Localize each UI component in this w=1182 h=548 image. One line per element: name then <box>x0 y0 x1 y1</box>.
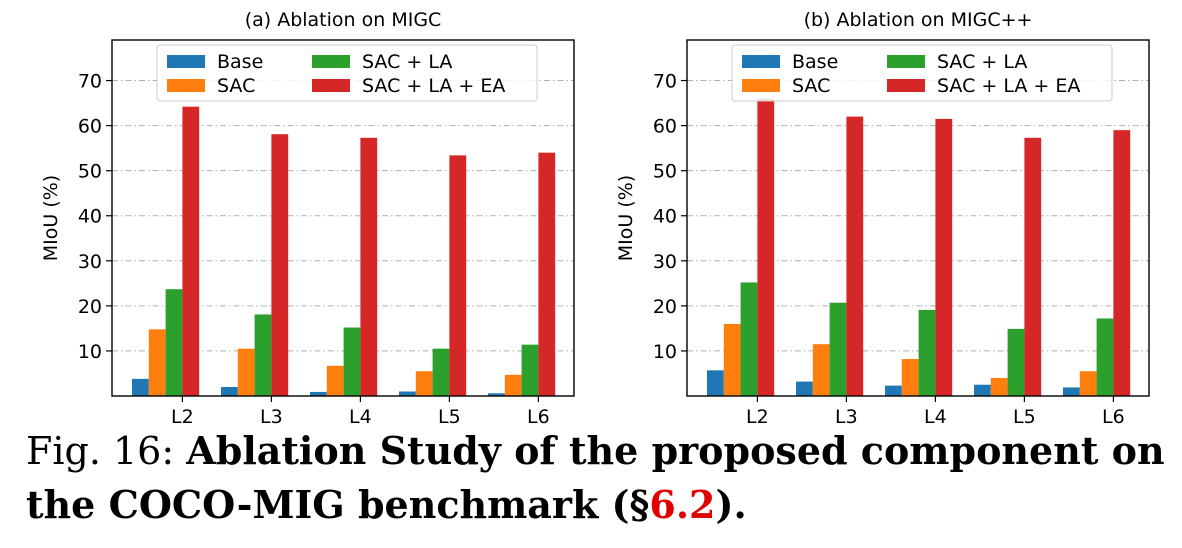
legend-swatch <box>742 55 780 68</box>
bar-sac-la-l2 <box>740 282 758 396</box>
bar-sac-l5 <box>990 377 1008 396</box>
legend-label: Base <box>217 51 263 73</box>
bar-sac-l4 <box>901 359 919 396</box>
caption-ref-link[interactable]: 6.2 <box>649 482 716 527</box>
legend-label: SAC <box>792 75 830 97</box>
y-axis-label: MIoU (%) <box>40 175 62 261</box>
bar-sac-la-ea-l4 <box>360 137 378 396</box>
bar-sac-l2 <box>148 329 166 396</box>
caption-title: Ablation Study of the proposed component… <box>26 428 1165 527</box>
bar-sac-la-l5 <box>432 348 450 396</box>
y-tick-label: 50 <box>653 161 677 183</box>
chart-panel-a: (a) Ablation on MIGC L2 L3 L4 L5 L6 10 20 30 40 50… <box>40 9 575 424</box>
bar-sac-la-l6 <box>1096 318 1114 396</box>
x-tick-label: L4 <box>924 406 947 424</box>
bar-sac-l3 <box>237 348 255 396</box>
y-tick-label: 70 <box>653 71 677 93</box>
legend-swatch <box>167 79 205 92</box>
bar-base-l2 <box>132 378 149 396</box>
bar-sac-la-ea-l2 <box>182 106 200 397</box>
bar-sac-la-l3 <box>829 302 847 396</box>
x-tick-label: L6 <box>1102 406 1125 424</box>
legend-swatch <box>312 79 350 92</box>
axes-frame <box>111 39 575 397</box>
legend-label: SAC <box>217 75 255 97</box>
bar-base-l2 <box>707 370 724 396</box>
x-tick-label: L3 <box>260 406 283 424</box>
bar-sac-la-ea-l5 <box>449 155 467 396</box>
x-tick-label: L4 <box>349 406 372 424</box>
bar-base-l6 <box>1063 387 1080 396</box>
y-tick-label: 60 <box>653 116 677 138</box>
bar-sac-la-l5 <box>1007 328 1025 396</box>
legend-label: Base <box>792 51 838 73</box>
legend-label: SAC + LA + EA <box>362 75 505 97</box>
x-tick-label: L5 <box>438 406 461 424</box>
chart-title: (a) Ablation on MIGC <box>245 9 442 31</box>
bar-base-l3 <box>796 381 813 396</box>
y-tick-label: 30 <box>78 251 102 273</box>
legend-swatch <box>742 79 780 92</box>
caption-label: Fig. 16: <box>26 429 175 473</box>
bar-base-l4 <box>885 385 902 396</box>
y-tick-label: 20 <box>78 296 102 318</box>
chart-panel-b: (b) Ablation on MIGC++ L2 L3 L4 L5 L6 10 20 30 40… <box>615 9 1150 424</box>
bar-sac-la-ea-l3 <box>271 134 289 396</box>
bar-sac-l5 <box>415 371 433 396</box>
x-tick-label: L2 <box>171 406 194 424</box>
y-tick-label: 20 <box>653 296 677 318</box>
y-tick-label: 30 <box>653 251 677 273</box>
y-tick-label: 60 <box>78 116 102 138</box>
bar-sac-la-l3 <box>254 314 272 396</box>
bar-base-l5 <box>974 384 991 396</box>
bar-base-l3 <box>221 386 238 396</box>
bar-sac-la-l2 <box>165 289 183 396</box>
bar-base-l6 <box>488 393 505 396</box>
legend-box <box>731 44 1113 102</box>
y-axis-label: MIoU (%) <box>615 175 637 261</box>
bar-sac-la-ea-l5 <box>1024 137 1042 396</box>
bar-sac-la-l4 <box>343 327 361 396</box>
y-tick-label: 40 <box>653 206 677 228</box>
y-tick-label: 10 <box>78 341 102 363</box>
figure-caption: Fig. 16: Ablation Study of the proposed … <box>26 424 1176 532</box>
legend-box <box>156 44 538 102</box>
bar-sac-l6 <box>504 374 522 396</box>
bar-sac-la-ea-l6 <box>538 152 556 396</box>
legend-label: SAC + LA + EA <box>937 75 1080 97</box>
bar-sac-l2 <box>723 323 741 396</box>
y-tick-label: 70 <box>78 71 102 93</box>
x-tick-label: L6 <box>527 406 550 424</box>
chart-title: (b) Ablation on MIGC++ <box>804 9 1033 31</box>
bar-sac-la-l6 <box>521 344 539 396</box>
y-tick-label: 10 <box>653 341 677 363</box>
x-tick-label: L3 <box>835 406 858 424</box>
legend-swatch <box>887 55 925 68</box>
bar-sac-l6 <box>1079 371 1097 396</box>
figure: (a) Ablation on MIGC L2 L3 L4 L5 L6 10 20 30 40 50… <box>40 9 1150 424</box>
legend-swatch <box>312 55 350 68</box>
legend-label: SAC + LA <box>362 51 452 73</box>
bar-sac-la-ea-l3 <box>846 116 864 396</box>
x-tick-label: L2 <box>746 406 769 424</box>
legend-label: SAC + LA <box>937 51 1027 73</box>
legend-swatch <box>887 79 925 92</box>
axes-frame <box>686 39 1150 397</box>
bar-sac-la-ea-l2 <box>757 98 775 396</box>
y-tick-label: 50 <box>78 161 102 183</box>
x-tick-label: L5 <box>1013 406 1036 424</box>
bar-sac-la-ea-l6 <box>1113 130 1131 396</box>
bar-sac-la-ea-l4 <box>935 118 953 397</box>
bar-sac-l4 <box>326 365 344 396</box>
legend-swatch <box>167 55 205 68</box>
bar-base-l4 <box>310 391 327 396</box>
bar-sac-la-l4 <box>918 309 936 396</box>
bar-sac-l3 <box>812 344 830 396</box>
bar-base-l5 <box>399 391 416 396</box>
y-tick-label: 40 <box>78 206 102 228</box>
